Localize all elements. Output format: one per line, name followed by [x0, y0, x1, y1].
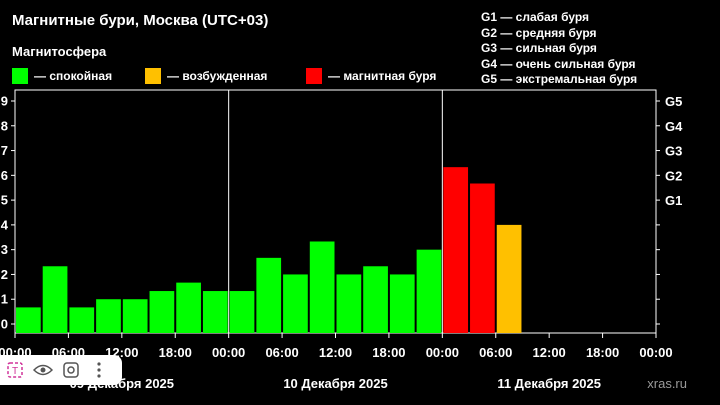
- x-tick-label: 12:00: [533, 345, 566, 360]
- watermark: xras.ru: [647, 376, 687, 391]
- more-icon[interactable]: [86, 357, 112, 383]
- legend-label-quiet: — спокойная: [34, 69, 113, 83]
- kp-bar: [96, 299, 121, 333]
- kp-bar: [470, 183, 495, 333]
- kp-bar: [42, 266, 68, 333]
- y-tick-label: 4: [1, 217, 9, 232]
- g-tick-label: G4: [665, 119, 683, 134]
- day-label: 11 Декабря 2025: [497, 376, 601, 391]
- y-tick-label: 9: [1, 94, 8, 109]
- x-tick-label: 00:00: [426, 345, 459, 360]
- kp-bar: [389, 274, 415, 333]
- kp-bar: [202, 291, 228, 333]
- g-legend-g1: G1 — слабая буря: [481, 10, 590, 24]
- x-tick-label: 06:00: [265, 345, 298, 360]
- g-legend-g5: G5 — экстремальная буря: [481, 72, 638, 87]
- g-tick-label: G5: [665, 94, 682, 109]
- text-select-icon[interactable]: T: [2, 357, 28, 383]
- kp-bar: [149, 291, 175, 333]
- g-tick-label: G2: [665, 168, 682, 183]
- legend-label-storm: — магнитная буря: [328, 69, 437, 83]
- kp-bar: [69, 307, 95, 333]
- y-tick-label: 8: [1, 118, 8, 133]
- magnetosphere-subtitle: Магнитосфера: [12, 44, 107, 59]
- x-tick-label: 18:00: [159, 345, 192, 360]
- legend-item-active: — возбужденная: [145, 68, 267, 84]
- kp-bar: [309, 241, 335, 333]
- legend-label-active: — возбужденная: [167, 69, 268, 83]
- kp-bar: [16, 307, 41, 333]
- kp-bar: [416, 249, 442, 333]
- g-tick-label: G1: [665, 193, 682, 208]
- x-tick-label: 00:00: [212, 345, 245, 360]
- day-label: 10 Декабря 2025: [283, 376, 387, 391]
- legend-swatch-active: [145, 68, 161, 84]
- y-tick-label: 7: [1, 143, 8, 158]
- y-tick-label: 2: [1, 267, 8, 282]
- legend-item-storm: — магнитная буря: [306, 68, 436, 84]
- kp-bar: [229, 291, 255, 333]
- g-tick-label: G3: [665, 144, 682, 159]
- plot-frame: [14, 89, 657, 334]
- g-legend-g4: G4 — очень сильная буря: [481, 56, 636, 71]
- eye-icon[interactable]: [30, 357, 56, 383]
- kp-bar: [363, 266, 388, 333]
- g-scale-legend: G1 — слабая буря G2 — средняя буря G3 — …: [481, 10, 637, 88]
- x-tick-label: 00:00: [639, 345, 672, 360]
- y-tick-label: 0: [1, 317, 8, 332]
- lens-icon[interactable]: [58, 357, 84, 383]
- legend-swatch-quiet: [12, 68, 28, 84]
- kp-bar: [336, 274, 362, 333]
- y-tick-label: 3: [1, 242, 8, 257]
- legend-swatch-storm: [306, 68, 322, 84]
- chart-title: Магнитные бури, Москва (UTC+03): [12, 12, 269, 29]
- g-legend-g3: G3 — сильная буря: [481, 41, 597, 56]
- x-tick-label: 18:00: [372, 345, 405, 360]
- x-tick-label: 12:00: [319, 345, 352, 360]
- x-tick-label: 06:00: [479, 345, 512, 360]
- kp-bar: [256, 257, 282, 333]
- g-legend-g2: G2 — средняя буря: [481, 25, 597, 40]
- kp-bar: [122, 299, 148, 333]
- kp-bar: [176, 282, 201, 333]
- svg-text:T: T: [12, 366, 18, 377]
- kp-bar: [496, 224, 522, 333]
- overlay-toolbar: T: [0, 355, 122, 385]
- x-tick-label: 18:00: [586, 345, 619, 360]
- y-tick-label: 5: [1, 193, 8, 208]
- kp-bar: [443, 167, 469, 333]
- y-tick-label: 1: [1, 292, 8, 307]
- legend-item-quiet: — спокойная: [12, 68, 112, 84]
- kp-bar: [283, 274, 308, 333]
- y-tick-label: 6: [1, 168, 8, 183]
